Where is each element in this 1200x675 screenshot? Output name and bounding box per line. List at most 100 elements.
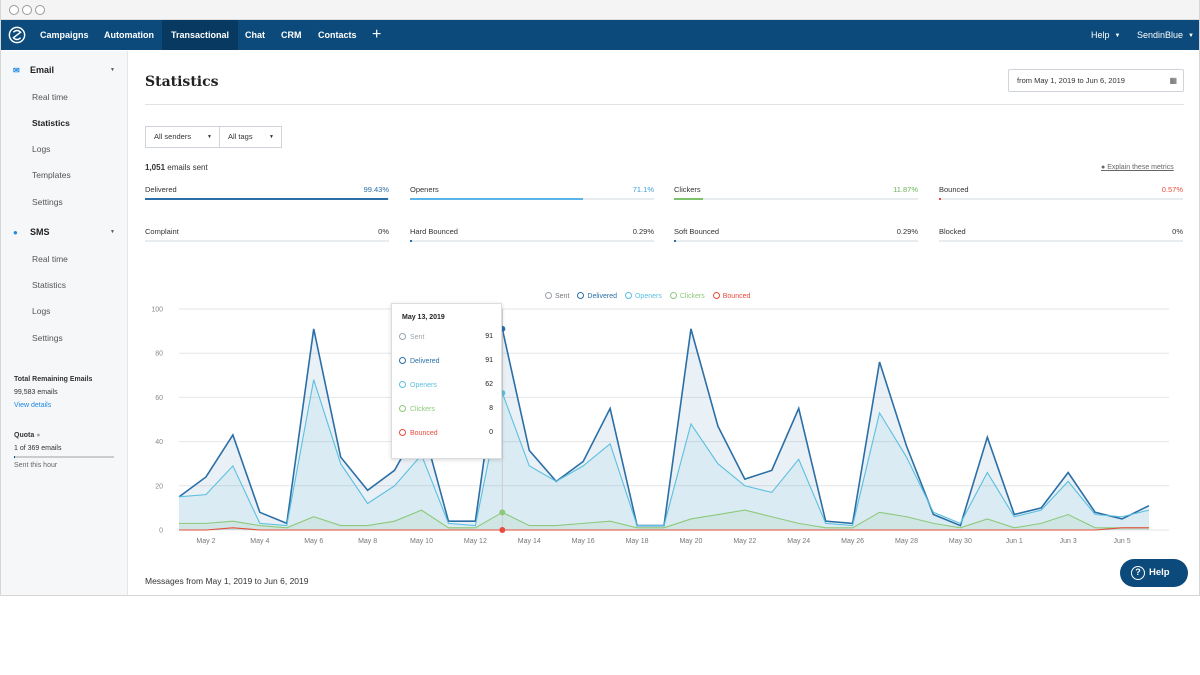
sidebar-section-sms[interactable]: ● SMS ▼: [13, 227, 115, 237]
legend-marker: [545, 292, 552, 299]
x-tick-label: May 22: [733, 538, 756, 545]
sidebar-item-email-templates[interactable]: Templates: [32, 170, 71, 180]
chevron-down-icon: ▼: [110, 229, 115, 235]
sidebar-section-email[interactable]: ✉ Email ▼: [13, 65, 115, 75]
senders-filter-select[interactable]: All senders ▼: [145, 126, 220, 148]
metric-delivered: Delivered 99.43%: [145, 185, 389, 205]
sidebar-item-sms-realtime[interactable]: Real time: [32, 254, 68, 264]
legend-item-bounced[interactable]: Bounced: [712, 292, 750, 300]
tooltip-label: Clickers: [410, 406, 435, 413]
metric-label: Soft Bounced: [674, 227, 720, 236]
sidebar-section-label: Email: [30, 65, 55, 75]
emails-sent-label: emails sent: [167, 163, 208, 172]
nav-campaigns[interactable]: Campaigns: [40, 30, 89, 40]
legend-marker: [669, 292, 677, 299]
sidebar-item-sms-settings[interactable]: Settings: [32, 333, 63, 343]
hover-point-clickers: [499, 509, 506, 516]
title-bar: [1, 0, 1199, 20]
metric-label: Clickers: [674, 185, 701, 194]
y-tick-label: 20: [155, 483, 163, 490]
nav-transactional[interactable]: Transactional: [162, 20, 239, 50]
x-tick-label: May 26: [841, 538, 864, 545]
x-tick-label: May 16: [572, 538, 595, 545]
legend-item-delivered[interactable]: Delivered: [577, 292, 617, 300]
x-tick-label: May 24: [787, 538, 810, 545]
help-menu[interactable]: Help ▼: [1091, 20, 1120, 50]
chat-bubble-icon: ●: [13, 228, 18, 237]
metric-value: 0.29%: [632, 227, 654, 236]
x-tick-label: May 2: [196, 538, 215, 545]
metric-openers: Openers 71.1%: [410, 185, 654, 205]
sidebar-item-email-statistics[interactable]: Statistics: [32, 118, 70, 128]
tooltip-label: Openers: [410, 382, 437, 389]
window-minimize-icon[interactable]: [22, 5, 32, 15]
y-tick-label: 100: [151, 307, 163, 314]
help-menu-label: Help: [1091, 30, 1110, 40]
sidebar-item-email-realtime[interactable]: Real time: [32, 92, 68, 102]
metric-bounced: Bounced 0.57%: [939, 185, 1183, 205]
tooltip-value: 62: [485, 381, 493, 388]
metric-clickers: Clickers 11.87%: [674, 185, 918, 205]
help-button[interactable]: ? Help: [1120, 559, 1188, 587]
tooltip-label: Delivered: [410, 358, 440, 365]
y-tick-label: 80: [155, 351, 163, 358]
tooltip-marker: [399, 357, 406, 364]
sidebar-item-sms-statistics[interactable]: Statistics: [32, 280, 67, 290]
legend-label: Clickers: [679, 293, 705, 300]
explain-metrics-link[interactable]: ● Explain these metrics: [1101, 164, 1174, 171]
x-tick-label: May 8: [358, 538, 377, 545]
info-icon[interactable]: ●: [36, 432, 41, 439]
x-tick-label: May 4: [250, 538, 269, 545]
metric-value: 0.29%: [896, 227, 918, 236]
nav-contacts[interactable]: Contacts: [318, 30, 357, 40]
chevron-down-icon: ▼: [1188, 32, 1194, 39]
nav-automation[interactable]: Automation: [104, 30, 154, 40]
sidebar-item-email-logs[interactable]: Logs: [32, 144, 51, 154]
sidebar-item-sms-logs[interactable]: Logs: [32, 306, 51, 316]
tooltip-row-sent: Sent 91: [399, 333, 493, 341]
legend-label: Openers: [634, 293, 662, 300]
metric-label: Bounced: [939, 185, 969, 194]
senders-filter-value: All senders: [154, 132, 192, 141]
metric-progress-fill: [939, 198, 942, 200]
series-area-delivered: [179, 328, 1149, 530]
nav-chat[interactable]: Chat: [245, 30, 265, 40]
remaining-emails-value: 99,583 emails: [14, 389, 58, 396]
tooltip-marker: [399, 405, 406, 412]
quota-note: Sent this hour: [14, 462, 58, 469]
account-menu[interactable]: SendinBlue ▼: [1137, 20, 1194, 50]
quota-progress-track: [14, 456, 114, 458]
window-maximize-icon[interactable]: [35, 5, 45, 15]
legend-marker: [624, 292, 632, 299]
legend-item-openers[interactable]: Openers: [624, 292, 662, 300]
metric-progress-track: [939, 198, 1183, 200]
metric-progress-fill: [674, 198, 703, 200]
y-tick-label: 60: [155, 395, 163, 402]
tooltip-row-delivered: Delivered 91: [399, 357, 493, 365]
x-tick-label: May 18: [626, 538, 649, 545]
sendinblue-logo-icon[interactable]: [8, 26, 26, 44]
date-range-picker[interactable]: from May 1, 2019 to Jun 6, 2019 ▦: [1008, 69, 1184, 92]
sidebar-item-email-settings[interactable]: Settings: [32, 197, 63, 207]
add-icon[interactable]: +: [372, 26, 382, 43]
x-tick-label: May 10: [410, 538, 433, 545]
x-tick-label: May 14: [518, 538, 541, 545]
tags-filter-value: All tags: [228, 132, 253, 141]
metric-blocked: Blocked 0%: [939, 227, 1183, 247]
legend-marker: [577, 292, 585, 299]
x-tick-label: Jun 3: [1060, 538, 1077, 545]
chevron-down-icon: ▼: [1114, 32, 1121, 39]
window-close-icon[interactable]: [9, 5, 19, 15]
view-details-link[interactable]: View details: [14, 402, 52, 409]
y-tick-label: 40: [155, 439, 163, 446]
nav-crm[interactable]: CRM: [281, 30, 302, 40]
legend-item-clickers[interactable]: Clickers: [669, 292, 705, 300]
emails-sent-summary: 1,051 emails sent: [145, 163, 208, 172]
metric-value: 71.1%: [632, 185, 654, 194]
legend-item-sent[interactable]: Sent: [545, 292, 569, 300]
tooltip-row-bounced: Bounced 0: [399, 429, 493, 437]
quota-title: Quota ●: [14, 432, 40, 439]
tooltip-value: 91: [485, 357, 493, 364]
tags-filter-select[interactable]: All tags ▼: [219, 126, 282, 148]
